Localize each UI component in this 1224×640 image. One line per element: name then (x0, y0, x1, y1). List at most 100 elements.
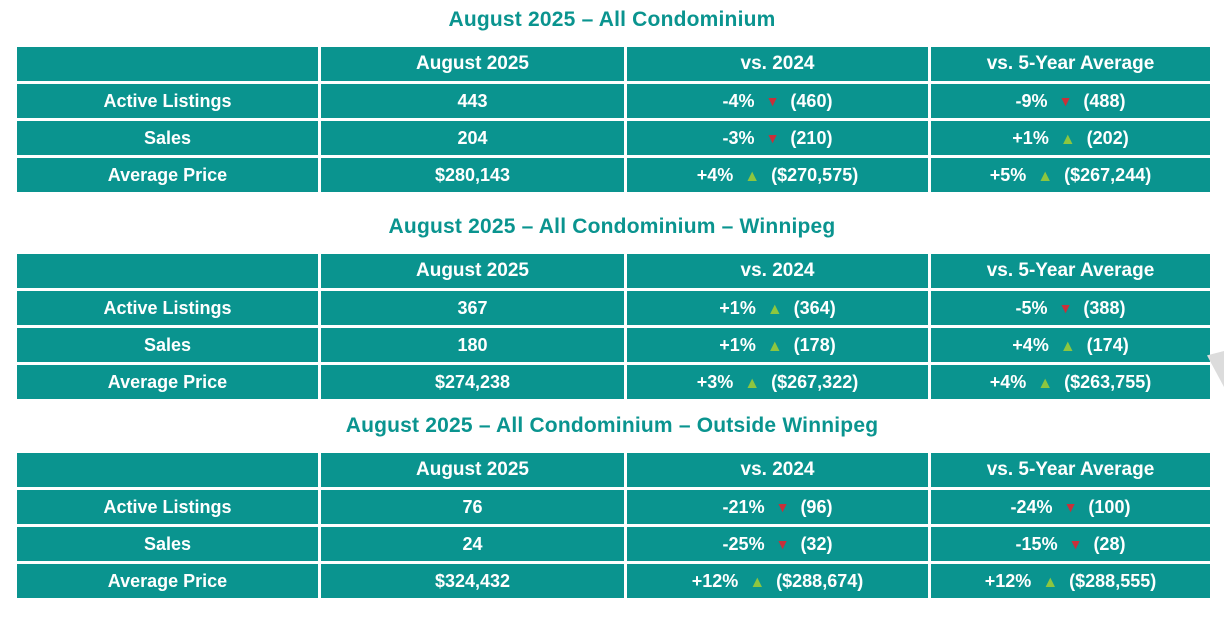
table-row-sales: Sales 204 -3% ▼ (210) +1% ▲ (202) (14, 118, 1213, 158)
row-label: Active Listings (14, 288, 321, 328)
trend-percent: -24% (1010, 496, 1053, 517)
trend-reference-value: ($288,674) (776, 570, 864, 591)
table-row-average-price: Average Price $274,238 +3% ▲ ($267,322) +4… (14, 362, 1213, 402)
trend-reference-value: (28) (1093, 533, 1126, 554)
trend-up-icon: ▲ (744, 167, 761, 185)
trend-cell: -4% ▼ (460) (624, 81, 931, 121)
column-header-august-2025: August 2025 (318, 450, 627, 490)
trend-cell: -21% ▼ (96) (624, 487, 931, 527)
column-header-vs-5-year-average: vs. 5-Year Average (928, 450, 1213, 490)
trend-down-icon: ▼ (1058, 92, 1073, 109)
trend-cell: +4% ▲ (174) (928, 325, 1213, 365)
trend-down-icon: ▼ (1068, 535, 1083, 552)
trend-percent: -9% (1015, 90, 1048, 111)
column-header-vs-5-year-average: vs. 5-Year Average (928, 251, 1213, 291)
row-label: Average Price (14, 155, 321, 195)
page-title-all-condominium: August 2025 – All Condominium (448, 8, 776, 31)
trend-reference-value: (100) (1088, 496, 1131, 517)
trend-cell: -25% ▼ (32) (624, 524, 931, 564)
trend-cell: +5% ▲ ($267,244) (928, 155, 1213, 195)
trend-percent: +4% (989, 371, 1027, 392)
trend-percent: +1% (719, 297, 756, 318)
value-cell: $274,238 (318, 362, 627, 402)
trend-down-icon: ▼ (775, 535, 790, 552)
trend-up-icon: ▲ (766, 337, 783, 355)
trend-percent: +5% (989, 164, 1027, 185)
trend-cell: +1% ▲ (202) (928, 118, 1213, 158)
trend-reference-value: ($267,322) (771, 371, 859, 392)
trend-cell: +12% ▲ ($288,674) (624, 561, 931, 601)
row-label: Average Price (14, 362, 321, 402)
value-cell: 443 (318, 81, 627, 121)
page-title-outside-winnipeg: August 2025 – All Condominium – Outside … (345, 414, 879, 437)
trend-up-icon: ▲ (766, 300, 783, 318)
trend-reference-value: ($267,244) (1064, 164, 1152, 185)
trend-percent: +4% (696, 164, 734, 185)
table-row-active-listings: Active Listings 367 +1% ▲ (364) -5% ▼ (388) (14, 288, 1213, 328)
trend-down-icon: ▼ (765, 92, 780, 109)
stats-table-winnipeg: August 2025 vs. 2024 vs. 5-Year Average … (14, 251, 1213, 402)
trend-cell: -3% ▼ (210) (624, 118, 931, 158)
header-row: August 2025 vs. 2024 vs. 5-Year Average (14, 450, 1213, 490)
table-row-sales: Sales 24 -25% ▼ (32) -15% ▼ (28) (14, 524, 1213, 564)
row-label: Sales (14, 524, 321, 564)
trend-up-icon: ▲ (1059, 337, 1076, 355)
trend-reference-value: (488) (1083, 90, 1126, 111)
report-page: August 2025 – All Condominium August 202… (0, 8, 1224, 601)
trend-reference-value: ($288,555) (1069, 570, 1157, 591)
trend-cell: +4% ▲ ($263,755) (928, 362, 1213, 402)
stats-table-all-condominium: August 2025 vs. 2024 vs. 5-Year Average … (14, 44, 1213, 195)
trend-cell: -24% ▼ (100) (928, 487, 1213, 527)
trend-reference-value: (388) (1083, 297, 1126, 318)
column-header-august-2025: August 2025 (318, 44, 627, 84)
trend-cell: -15% ▼ (28) (928, 524, 1213, 564)
trend-reference-value: (364) (793, 297, 836, 318)
value-cell: 24 (318, 524, 627, 564)
value-cell: 76 (318, 487, 627, 527)
value-cell: 180 (318, 325, 627, 365)
column-header-blank (14, 450, 321, 490)
trend-reference-value: ($263,755) (1064, 371, 1152, 392)
trend-percent: -25% (722, 533, 765, 554)
trend-reference-value: (178) (793, 334, 836, 355)
value-cell: 367 (318, 288, 627, 328)
trend-reference-value: ($270,575) (771, 164, 859, 185)
trend-reference-value: (174) (1086, 334, 1129, 355)
value-cell: $280,143 (318, 155, 627, 195)
table-row-active-listings: Active Listings 76 -21% ▼ (96) -24% ▼ (100) (14, 487, 1213, 527)
column-header-vs-2024: vs. 2024 (624, 251, 931, 291)
trend-cell: +1% ▲ (178) (624, 325, 931, 365)
row-label: Active Listings (14, 81, 321, 121)
trend-reference-value: (202) (1086, 127, 1129, 148)
column-header-vs-2024: vs. 2024 (624, 44, 931, 84)
trend-up-icon: ▲ (1037, 167, 1054, 185)
trend-reference-value: (460) (790, 90, 833, 111)
trend-cell: +12% ▲ ($288,555) (928, 561, 1213, 601)
trend-percent: +4% (1012, 334, 1049, 355)
table-row-active-listings: Active Listings 443 -4% ▼ (460) -9% ▼ (488) (14, 81, 1213, 121)
stats-table-outside-winnipeg: August 2025 vs. 2024 vs. 5-Year Average … (14, 450, 1213, 601)
trend-down-icon: ▼ (775, 498, 790, 515)
table-row-sales: Sales 180 +1% ▲ (178) +4% ▲ (174) (14, 325, 1213, 365)
trend-down-icon: ▼ (1058, 299, 1073, 316)
trend-cell: -5% ▼ (388) (928, 288, 1213, 328)
trend-down-icon: ▼ (765, 129, 780, 146)
trend-percent: -3% (722, 127, 755, 148)
row-label: Active Listings (14, 487, 321, 527)
column-header-blank (14, 44, 321, 84)
trend-cell: +3% ▲ ($267,322) (624, 362, 931, 402)
trend-down-icon: ▼ (1063, 498, 1078, 515)
value-cell: 204 (318, 118, 627, 158)
trend-cell: +1% ▲ (364) (624, 288, 931, 328)
trend-reference-value: (96) (800, 496, 833, 517)
trend-percent: +3% (696, 371, 734, 392)
page-title-winnipeg: August 2025 – All Condominium – Winnipeg (388, 215, 836, 238)
trend-percent: -4% (722, 90, 755, 111)
table-row-average-price: Average Price $324,432 +12% ▲ ($288,674) +… (14, 561, 1213, 601)
trend-percent: -15% (1015, 533, 1058, 554)
row-label: Average Price (14, 561, 321, 601)
header-row: August 2025 vs. 2024 vs. 5-Year Average (14, 44, 1213, 84)
trend-reference-value: (210) (790, 127, 833, 148)
row-label: Sales (14, 325, 321, 365)
table-row-average-price: Average Price $280,143 +4% ▲ ($270,575) +5… (14, 155, 1213, 195)
